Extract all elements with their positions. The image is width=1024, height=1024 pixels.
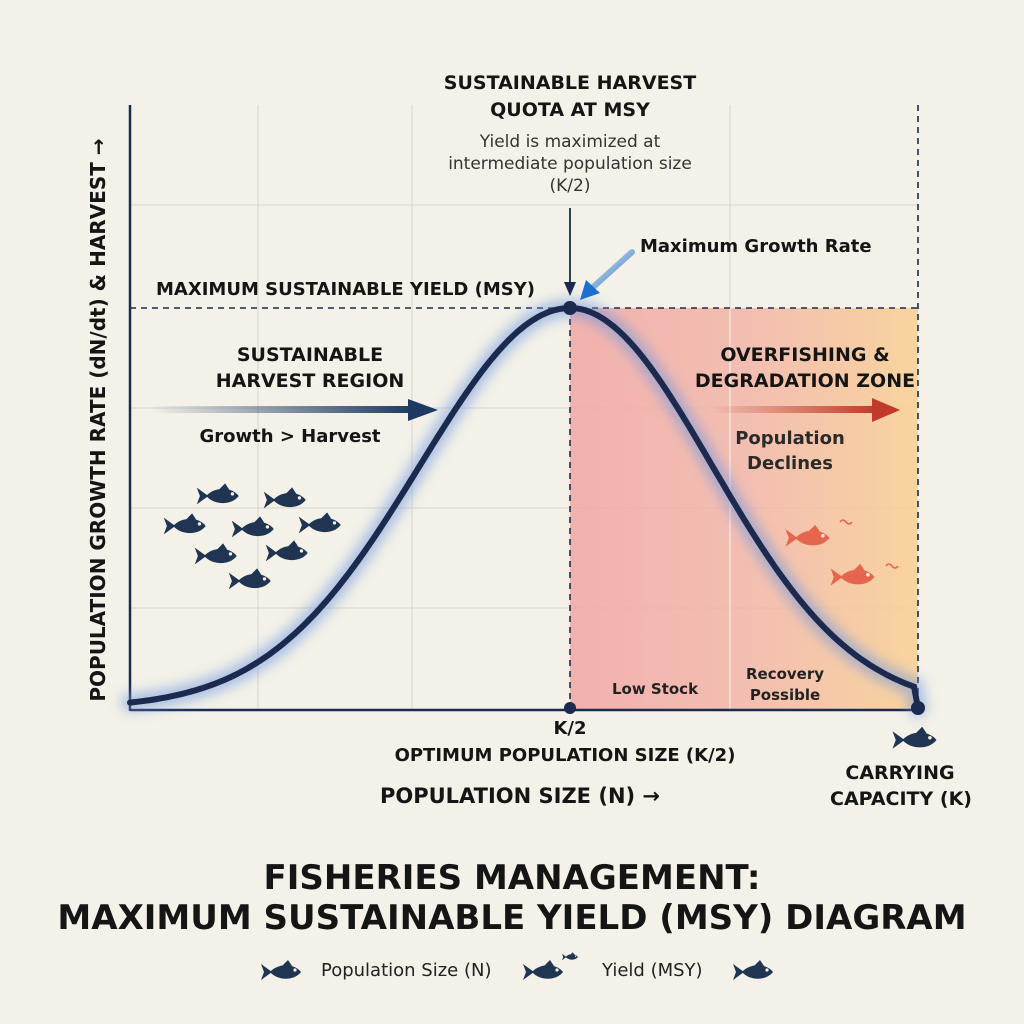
low-stock-label: Low Stock — [611, 680, 699, 698]
sustainable-line-2: HARVEST REGION — [215, 370, 405, 392]
fish-icon — [231, 516, 274, 538]
stressed-fish-icon — [830, 563, 875, 586]
yield-curve — [127, 304, 921, 711]
carrying-capacity-point — [911, 701, 925, 715]
fish-icon — [265, 540, 308, 562]
legend-population-size: Population Size (N) — [321, 960, 492, 981]
fish-icon — [892, 726, 937, 749]
overfishing-line-2: DEGRADATION ZONE — [694, 370, 916, 392]
msy-peak-point — [563, 301, 577, 315]
healthy-fish-school — [163, 483, 341, 590]
k2-tick-label: K/2 — [553, 718, 587, 739]
y-axis-label: POPULATION GROWTH RATE (dN/dt) & HARVEST… — [86, 138, 110, 702]
recovery-line-2: Possible — [749, 686, 821, 704]
quota-title-line-1: SUSTAINABLE HARVEST — [443, 72, 697, 94]
legend-small-fish-icon — [562, 952, 578, 961]
max-growth-pointer-arrow — [580, 249, 635, 300]
sustainable-line-1: SUSTAINABLE — [236, 344, 384, 366]
sustainable-quota-title: SUSTAINABLE HARVEST QUOTA AT MSY — [420, 70, 720, 124]
main-title-line-1: FISHERIES MANAGEMENT: — [263, 858, 761, 898]
stressed-fish-group — [785, 519, 899, 586]
stressed-fish-icon — [785, 524, 830, 547]
quota-down-arrow — [564, 208, 576, 296]
max-growth-rate-label: Maximum Growth Rate — [640, 236, 872, 257]
carrying-capacity-label: CARRYING CAPACITY (K) — [830, 760, 972, 812]
recovery-possible-label: Recovery Possible — [730, 664, 840, 706]
optimum-population-label: OPTIMUM POPULATION SIZE (K/2) — [394, 745, 736, 766]
guide-lines — [130, 105, 919, 712]
yield-note-line-3: (K/2) — [549, 176, 591, 196]
sustainable-region-label: SUSTAINABLE HARVEST REGION — [190, 342, 430, 394]
population-declines-label: Population Declines — [720, 426, 860, 476]
yield-note-line-1: Yield is maximized at — [479, 132, 661, 152]
fish-icon — [298, 512, 341, 534]
yield-note: Yield is maximized at intermediate popul… — [420, 131, 720, 197]
overfishing-zone-label: OVERFISHING & DEGRADATION ZONE — [690, 342, 920, 394]
carrying-line-2: CAPACITY (K) — [830, 788, 972, 810]
fish-icon — [228, 568, 271, 590]
carrying-line-1: CARRYING — [845, 762, 955, 784]
sustainable-harvest-arrow — [150, 399, 438, 421]
growth-harvest-label: Growth > Harvest — [199, 426, 381, 447]
declines-line-2: Declines — [747, 453, 833, 474]
legend-yield-msy: Yield (MSY) — [602, 960, 703, 981]
legend-fish-icon — [733, 960, 773, 980]
overfishing-line-1: OVERFISHING & — [720, 344, 890, 366]
msy-line-label: MAXIMUM SUSTAINABLE YIELD (MSY) — [156, 279, 535, 300]
quota-title-line-2: QUOTA AT MSY — [490, 99, 650, 121]
recovery-line-1: Recovery — [745, 665, 825, 683]
decline-arrow — [712, 398, 900, 422]
legend-fish-icon — [523, 960, 563, 980]
fish-icon — [194, 543, 237, 565]
declines-line-1: Population — [735, 428, 845, 449]
k2-point — [564, 702, 576, 714]
legend-fish-icons — [261, 952, 773, 980]
x-axis-label: POPULATION SIZE (N) → — [379, 784, 661, 808]
carrying-capacity-fish-icon — [892, 726, 937, 749]
fish-icon — [163, 513, 206, 535]
main-title: FISHERIES MANAGEMENT: MAXIMUM SUSTAINABL… — [0, 858, 1024, 938]
fish-icon — [263, 487, 306, 509]
stress-squiggle-icon — [885, 563, 899, 569]
yield-note-line-2: intermediate population size — [448, 154, 692, 174]
legend-fish-icon — [261, 960, 301, 980]
main-title-line-2: MAXIMUM SUSTAINABLE YIELD (MSY) DIAGRAM — [57, 898, 967, 938]
stress-squiggle-icon — [839, 519, 853, 525]
fish-icon — [196, 483, 239, 505]
